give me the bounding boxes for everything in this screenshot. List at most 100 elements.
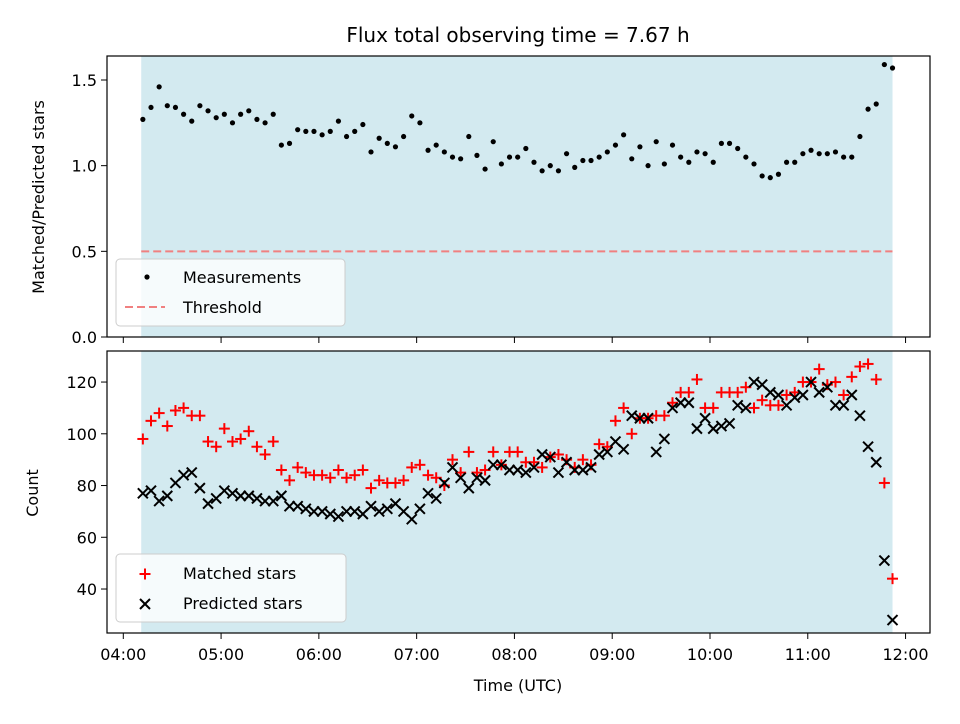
predicted-star-point <box>569 464 581 476</box>
predicted-star-point <box>332 510 345 523</box>
measurement-point <box>596 154 602 160</box>
measurement-point <box>466 133 472 140</box>
measurement-point <box>474 152 480 158</box>
predicted-star-point <box>145 484 157 497</box>
matched-star-point <box>870 373 882 385</box>
predicted-star-point <box>789 391 801 404</box>
cross-marker-b <box>397 505 410 518</box>
measurement-point <box>645 163 651 169</box>
predicted-star-point <box>829 399 842 412</box>
matched-star-point <box>658 410 670 422</box>
cross-marker-b <box>528 461 540 474</box>
predicted-star-point <box>218 484 231 497</box>
cross-marker-b <box>479 474 491 487</box>
legend-matched-marker <box>139 568 151 580</box>
predicted-star-point <box>837 399 850 412</box>
matched-star-point <box>732 386 744 398</box>
cross-marker-b <box>194 482 206 494</box>
bottom-legend: Matched stars Predicted stars <box>115 553 347 623</box>
measurement-point <box>531 159 537 165</box>
plot-frame <box>106 55 931 338</box>
predicted-star-point <box>691 422 703 435</box>
cross-marker-b <box>218 484 231 497</box>
x-tick-label: 11:00 <box>785 645 831 664</box>
measurement-point <box>783 159 790 165</box>
measurement-point <box>743 154 749 160</box>
predicted-star-point <box>764 386 776 399</box>
matched-star-point <box>748 402 760 414</box>
cross-marker-b <box>275 490 288 502</box>
predicted-star-point <box>422 487 434 500</box>
legend-predicted-marker <box>139 598 151 610</box>
measurement-point <box>515 154 521 160</box>
legend-measurement-marker <box>144 274 150 280</box>
predicted-star-point <box>291 500 304 512</box>
plot-frame <box>106 350 931 634</box>
predicted-star-point <box>202 497 214 510</box>
predicted-stars-series <box>137 376 899 626</box>
matched-star-point <box>235 433 247 445</box>
measurement-point <box>148 104 154 111</box>
y-tick-label: 80 <box>77 477 97 496</box>
measurement-point <box>849 154 855 160</box>
predicted-star-point <box>707 422 719 435</box>
matched-star-point <box>528 456 540 468</box>
cross-marker-b <box>251 492 263 505</box>
y-tick-label: 1.0 <box>72 157 97 176</box>
cross-marker-b <box>601 446 614 458</box>
measurement-point <box>286 140 293 146</box>
cross-marker-b <box>756 378 768 391</box>
measurement-point <box>735 145 741 152</box>
predicted-star-point <box>259 495 271 507</box>
measurement-point <box>449 154 456 160</box>
cross-marker-b <box>414 503 426 515</box>
cross-marker-b <box>137 487 149 500</box>
measurement-point <box>873 101 879 107</box>
measurement-point <box>889 65 896 71</box>
predicted-star-point <box>430 492 442 505</box>
predicted-star-point <box>463 482 475 494</box>
matched-star-point <box>316 469 328 481</box>
legend-box <box>115 553 347 623</box>
matched-star-point <box>887 573 899 585</box>
y-tick-label: 1.5 <box>72 71 97 90</box>
measurement-point <box>490 139 496 145</box>
measurement-point <box>164 103 170 109</box>
matched-star-point <box>267 436 279 448</box>
measurement-point <box>335 118 342 124</box>
predicted-star-point <box>520 466 532 479</box>
matched-star-point <box>349 469 361 481</box>
cross-marker-b <box>683 397 695 409</box>
measurements-series <box>140 61 896 181</box>
cross-marker-b <box>259 495 271 507</box>
matched-star-point <box>626 428 638 440</box>
matched-star-point <box>552 448 564 460</box>
matched-star-point <box>707 402 719 414</box>
predicted-star-point <box>234 490 247 502</box>
predicted-star-point <box>226 487 239 500</box>
measurement-point <box>547 163 553 169</box>
cross-marker-b <box>846 389 858 401</box>
matched-star-point <box>422 469 434 481</box>
cross-marker-b <box>422 487 434 500</box>
cross-marker-b <box>560 456 573 468</box>
measurement-point <box>295 127 301 133</box>
matched-star-point <box>463 446 475 458</box>
predicted-star-point <box>862 441 874 453</box>
predicted-star-point <box>846 389 858 401</box>
predicted-star-point <box>446 461 459 474</box>
predicted-star-point <box>153 495 165 507</box>
cross-marker-b <box>723 417 736 430</box>
cross-marker-b <box>145 484 157 497</box>
cross-marker-b <box>153 495 165 507</box>
measurement-point <box>604 149 610 155</box>
cross-marker-b <box>324 508 336 520</box>
cross-marker-b <box>658 433 671 445</box>
measurement-point <box>563 151 570 157</box>
cross-marker-b <box>764 386 776 399</box>
measurement-point <box>482 166 488 172</box>
cross-marker-b <box>772 389 785 401</box>
measurement-point <box>661 161 667 167</box>
bottom-y-axis-label: Count <box>23 469 42 517</box>
matched-star-point <box>178 402 190 414</box>
